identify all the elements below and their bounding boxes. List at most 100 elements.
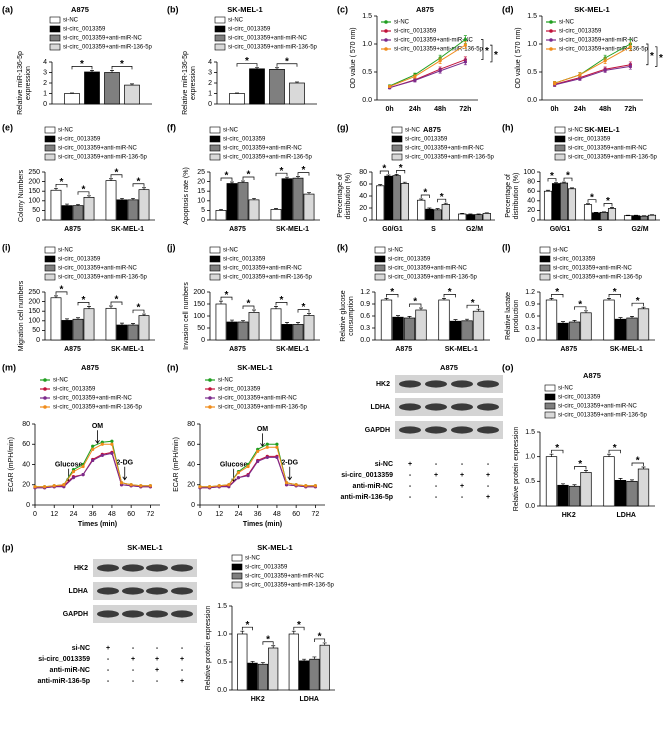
y-axis-label: Relative glucose xyxy=(340,290,347,341)
legend-swatch xyxy=(49,25,61,33)
bar xyxy=(215,303,227,341)
y-tick-label: 0.0 xyxy=(525,503,535,510)
significance-bracket xyxy=(110,301,123,306)
point xyxy=(246,474,250,478)
treatment-sign: - xyxy=(435,461,438,468)
y-axis-label: Relative protein expression xyxy=(205,606,212,691)
error-bar xyxy=(584,310,588,313)
x-tick-label: SK-MEL-1 xyxy=(111,226,144,233)
significance-bracket xyxy=(77,191,90,195)
point xyxy=(43,485,47,489)
legend-label: si-circ_0013359+anti-miR-NC xyxy=(223,266,303,272)
legend-marker xyxy=(208,405,212,409)
point xyxy=(275,445,279,449)
legend-swatch xyxy=(539,273,551,281)
series-line xyxy=(389,39,466,87)
treatment-sign: - xyxy=(461,461,464,468)
significance-bracket xyxy=(314,638,326,642)
significance-label: * xyxy=(555,443,559,454)
blot-band xyxy=(425,380,447,388)
bar xyxy=(83,308,95,341)
legend-marker xyxy=(208,396,212,400)
y-tick-label: 80 xyxy=(527,178,535,185)
point xyxy=(236,476,241,480)
bar xyxy=(637,308,650,341)
chart-title: SK-MEL-1 xyxy=(574,5,609,14)
significance-bracket xyxy=(466,304,479,309)
bar xyxy=(138,189,150,221)
treatment-sign: - xyxy=(107,678,110,685)
point xyxy=(71,469,76,474)
significance-bracket xyxy=(563,177,573,182)
significance-label: * xyxy=(302,302,306,313)
treatment-label: anti-miR-NC xyxy=(353,483,393,490)
legend-label: si-circ_0013359+anti-miR-NC xyxy=(63,36,143,42)
y-tick-label: 20 xyxy=(359,205,367,212)
significance-bracket xyxy=(220,296,233,301)
blot-band xyxy=(451,380,473,388)
y-tick-label: 0.5 xyxy=(362,69,372,76)
legend-swatch xyxy=(544,402,556,410)
legend-label: si-circ_0013359 xyxy=(568,137,611,143)
point xyxy=(553,81,557,85)
significance-bracket xyxy=(443,294,456,298)
legend-swatch xyxy=(209,264,221,272)
legend-label: si-circ_0013359+anti-miR-136-5p xyxy=(218,405,308,411)
legend-swatch xyxy=(214,16,226,24)
point xyxy=(217,484,221,488)
y-axis-label: Relative protein expression xyxy=(513,427,520,512)
legend-label: si-NC xyxy=(223,128,239,134)
bar xyxy=(292,177,304,221)
significance-label: * xyxy=(650,51,654,62)
y-tick-label: 50 xyxy=(197,325,205,332)
legend-swatch xyxy=(374,264,386,272)
y-tick-label: 200 xyxy=(193,289,205,296)
significance-bracket xyxy=(655,46,658,67)
y-tick-label: 1.0 xyxy=(527,41,537,48)
bar xyxy=(417,199,426,221)
error-bar xyxy=(549,298,554,300)
blot-band xyxy=(399,426,421,434)
bar xyxy=(392,175,401,221)
y-axis-label: Relative miR-136-5p xyxy=(182,51,189,115)
x-tick-label: 72h xyxy=(624,106,636,113)
x-axis-label: Times (min) xyxy=(243,521,282,528)
treatment-label: si-NC xyxy=(375,461,393,468)
y-tick-label: 150 xyxy=(28,188,40,195)
x-tick-label: G0/G1 xyxy=(382,226,403,233)
bar xyxy=(580,472,592,507)
y-axis-label: ECAR (mPH/min) xyxy=(8,437,15,492)
bar xyxy=(607,208,617,221)
error-bar xyxy=(570,187,574,189)
error-bar xyxy=(291,630,296,634)
error-bar xyxy=(468,213,473,215)
x-tick-label: 12 xyxy=(50,511,58,518)
y-tick-label: 0.9 xyxy=(360,301,370,308)
point xyxy=(628,45,632,49)
legend-label: si-NC xyxy=(559,20,575,26)
error-bar xyxy=(109,178,113,181)
bar xyxy=(623,215,633,221)
significance-bracket xyxy=(646,43,649,66)
error-bar xyxy=(219,209,223,211)
bar xyxy=(400,183,409,221)
y-axis-label: Apoptosis rate (%) xyxy=(183,167,190,225)
y-axis-label: distribution (%) xyxy=(513,173,520,220)
significance-bracket xyxy=(241,626,253,631)
treatment-sign: - xyxy=(461,494,464,501)
legend-label: si-NC xyxy=(568,128,584,134)
x-tick-label: 24 xyxy=(235,511,243,518)
point xyxy=(304,484,308,488)
annotation-label: OM xyxy=(92,423,103,430)
legend-label: si-circ_0013359+anti-miR-NC xyxy=(553,266,633,272)
point xyxy=(438,59,442,63)
legend-label: si-circ_0013359+anti-miR-NC xyxy=(218,396,298,402)
legend-swatch xyxy=(374,246,386,254)
legend-swatch xyxy=(44,135,56,143)
significance-bracket xyxy=(71,66,93,70)
legend-label: si-NC xyxy=(558,386,574,392)
x-tick-label: 24h xyxy=(574,106,586,113)
significance-label: * xyxy=(245,620,249,631)
legend-label: si-circ_0013359+anti-miR-NC xyxy=(58,146,138,152)
bar xyxy=(403,317,416,341)
